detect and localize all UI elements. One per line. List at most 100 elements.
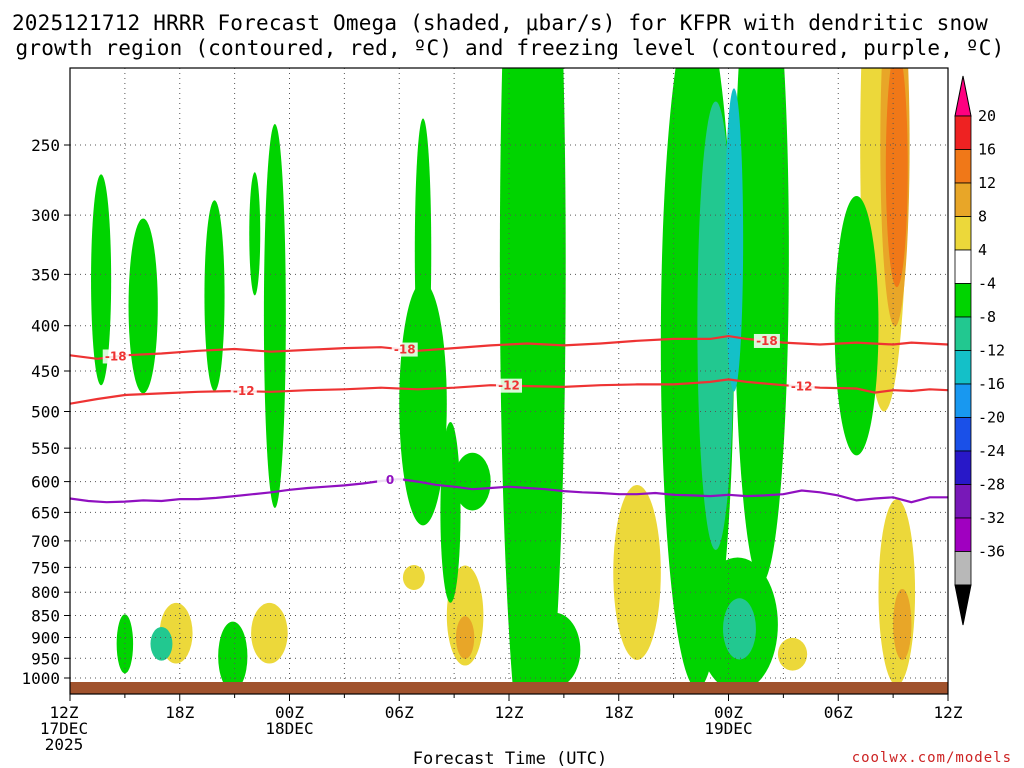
colorbar-label-10: -24 [978,442,1005,460]
colorbar-box-0 [954,115,972,150]
contour-label-dgz_minus12: -12 [791,379,813,393]
omega-region-3 [249,172,261,296]
colorbar-box-13 [954,551,972,586]
omega-region-12 [777,637,808,671]
omega-region-5 [454,452,491,511]
omega-region-18 [399,282,447,526]
y-tick-label-600: 600 [31,473,60,492]
colorbar-box-11 [954,484,972,519]
x-tick-label-42-0: 06Z [824,703,853,722]
x-tick-label-18-0: 06Z [385,703,414,722]
contour-label-dgz_minus18: -18 [756,334,778,348]
omega-region-23 [733,68,789,583]
y-tick-label-950: 950 [31,649,60,668]
colorbar-box-5 [954,283,972,318]
omega-region-1 [128,218,158,394]
y-tick-label-700: 700 [31,532,60,551]
omega-region-15 [218,621,248,691]
y-tick-label-450: 450 [31,362,60,381]
chart-title-line-2: growth region (contoured, red, ºC) and f… [16,36,1005,60]
contour-label-dgz_minus18: -18 [105,349,127,363]
contour-label-bg [102,349,129,364]
contour-dgz_minus18 [70,334,948,360]
contour-label-freezing_level_0: 0 [386,473,394,487]
colorbar-box-6 [954,316,972,351]
contour-label-bg [391,342,418,357]
omega-region-10 [613,485,661,660]
omega-region-14 [878,499,916,686]
y-tick-label-900: 900 [31,628,60,647]
colorbar-box-9 [954,417,972,452]
y-axis: 250 300 350 400 450 500 550 600 650 700 750 800 850 9… [21,136,70,688]
contour-label-dgz_minus12: -12 [233,384,255,398]
colorbar-label-5: -4 [978,275,996,293]
contour-label-bg [788,379,815,394]
colorbar-label-12: -32 [978,509,1005,527]
colorbar-box-2 [954,182,972,217]
omega-region-20 [499,68,566,694]
omega-region-33 [724,88,744,392]
x-tick-label-24-0: 12Z [495,703,524,722]
y-tick-label-350: 350 [31,265,60,284]
omega-region-2 [204,200,225,392]
colorbar-box-7 [954,350,972,385]
colorbar-label-8: -16 [978,375,1005,393]
omega-region-30 [723,598,756,660]
y-tick-label-250: 250 [31,136,60,155]
x-tick-label-12-0: 00Z [275,703,304,722]
omega-region-25 [834,196,879,456]
colorbar-box-8 [954,383,972,418]
y-tick-label-850: 850 [31,607,60,626]
x-tick-label-0-2: 2025 [45,735,84,754]
omega-region-0 [91,174,112,386]
credit-text: coolwx.com/models [852,750,1012,766]
x-tick-label-36-0: 00Z [714,703,743,722]
colorbar-label-7: -12 [978,342,1005,360]
colorbar-extend-top [954,75,972,117]
colorbar-label-9: -20 [978,409,1005,427]
colorbar-label-6: -8 [978,308,996,326]
contour-label-bg [377,472,404,487]
x-tick-label-0-0: 12Z [50,703,79,722]
temperature-contours: -18 -18 -18 -12 -12 -12 0 [70,333,948,504]
colorbar-box-4 [954,249,972,284]
omega-region-32 [885,68,908,288]
colorbar-box-1 [954,149,972,184]
x-tick-label-48-0: 12Z [934,703,963,722]
y-tick-label-750: 750 [31,558,60,577]
y-tick-label-500: 500 [31,403,60,422]
omega-region-7 [251,602,288,664]
colorbar-extend-bottom [954,584,972,626]
x-tick-label-30-0: 18Z [604,703,633,722]
chart-title-line-1: 2025121712 HRRR Forecast Omega (shaded, … [12,11,988,35]
omega-region-31 [150,627,173,661]
omega-region-21 [529,612,581,688]
x-axis-label: Forecast Time (UTC) [413,749,607,768]
contour-label-bg [496,378,522,393]
y-tick-label-800: 800 [31,583,60,602]
y-tick-label-400: 400 [31,317,60,336]
colorbar-label-2: 12 [978,174,996,192]
omega-region-17 [263,124,286,508]
plot-area: -18 -18 -18 -12 -12 -12 0 [70,68,948,694]
y-tick-label-650: 650 [31,503,60,522]
contour-freezing_level_0 [70,477,948,504]
x-tick-label-6-0: 18Z [165,703,194,722]
colorbar-box-3 [954,216,972,251]
colorbar-label-0: 20 [978,107,996,125]
y-tick-label-300: 300 [31,206,60,225]
colorbar-label-3: 8 [978,208,987,226]
terrain-surface [70,682,948,694]
x-tick-label-0-1: 17DEC [40,719,88,738]
y-tick-label-550: 550 [31,439,60,458]
colorbar-label-4: 4 [978,241,987,259]
contour-label-bg [753,333,780,348]
omega-region-8 [402,565,425,590]
colorbar-label-11: -28 [978,476,1005,494]
x-tick-label-36-1: 19DEC [704,719,752,738]
colorbar-label-13: -36 [978,543,1005,561]
contour-label-dgz_minus18: -18 [394,343,416,357]
colorbar-box-10 [954,450,972,485]
